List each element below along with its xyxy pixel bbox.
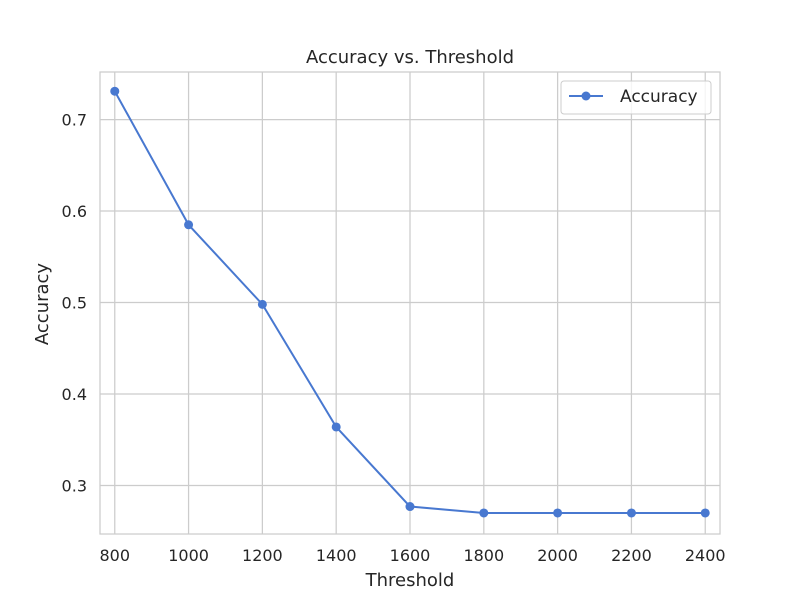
legend-label: Accuracy bbox=[620, 87, 698, 107]
series-group bbox=[110, 86, 710, 518]
x-ticks: 800 1000 1200 1400 1600 1800 2000 2200 2400 bbox=[99, 546, 725, 565]
data-point bbox=[331, 422, 341, 432]
data-point bbox=[626, 508, 636, 518]
x-tick-label: 1400 bbox=[316, 546, 357, 565]
grid-lines bbox=[100, 72, 720, 534]
x-tick-label: 800 bbox=[99, 546, 130, 565]
x-tick-label: 1000 bbox=[168, 546, 209, 565]
y-tick-label: 0.6 bbox=[62, 202, 87, 221]
legend-box bbox=[560, 80, 712, 115]
y-tick-label: 0.5 bbox=[62, 294, 87, 313]
y-axis-label: Accuracy bbox=[32, 263, 53, 346]
x-tick-label: 1800 bbox=[463, 546, 504, 565]
plot-area: 800 1000 1200 1400 1600 1800 2000 2200 2400 0.30… bbox=[62, 71, 726, 565]
chart-title: Accuracy vs. Threshold bbox=[306, 47, 514, 68]
x-tick-label: 1200 bbox=[242, 546, 283, 565]
data-point bbox=[553, 508, 563, 518]
data-point bbox=[700, 508, 710, 518]
y-tick-label: 0.4 bbox=[62, 385, 87, 404]
y-ticks: 0.3 0.4 0.5 0.6 0.7 bbox=[62, 111, 87, 496]
data-point bbox=[405, 502, 415, 512]
y-tick-label: 0.7 bbox=[62, 111, 87, 130]
x-tick-label: 1600 bbox=[390, 546, 431, 565]
data-point bbox=[110, 86, 120, 96]
x-axis-label: Threshold bbox=[365, 570, 455, 591]
legend-marker bbox=[581, 91, 591, 101]
data-point bbox=[479, 508, 489, 518]
data-point bbox=[257, 299, 267, 309]
legend: Accuracy bbox=[560, 80, 712, 115]
data-point bbox=[184, 220, 194, 230]
x-tick-label: 2200 bbox=[611, 546, 652, 565]
x-tick-label: 2000 bbox=[537, 546, 578, 565]
x-tick-label: 2400 bbox=[685, 546, 726, 565]
y-tick-label: 0.3 bbox=[62, 477, 87, 496]
